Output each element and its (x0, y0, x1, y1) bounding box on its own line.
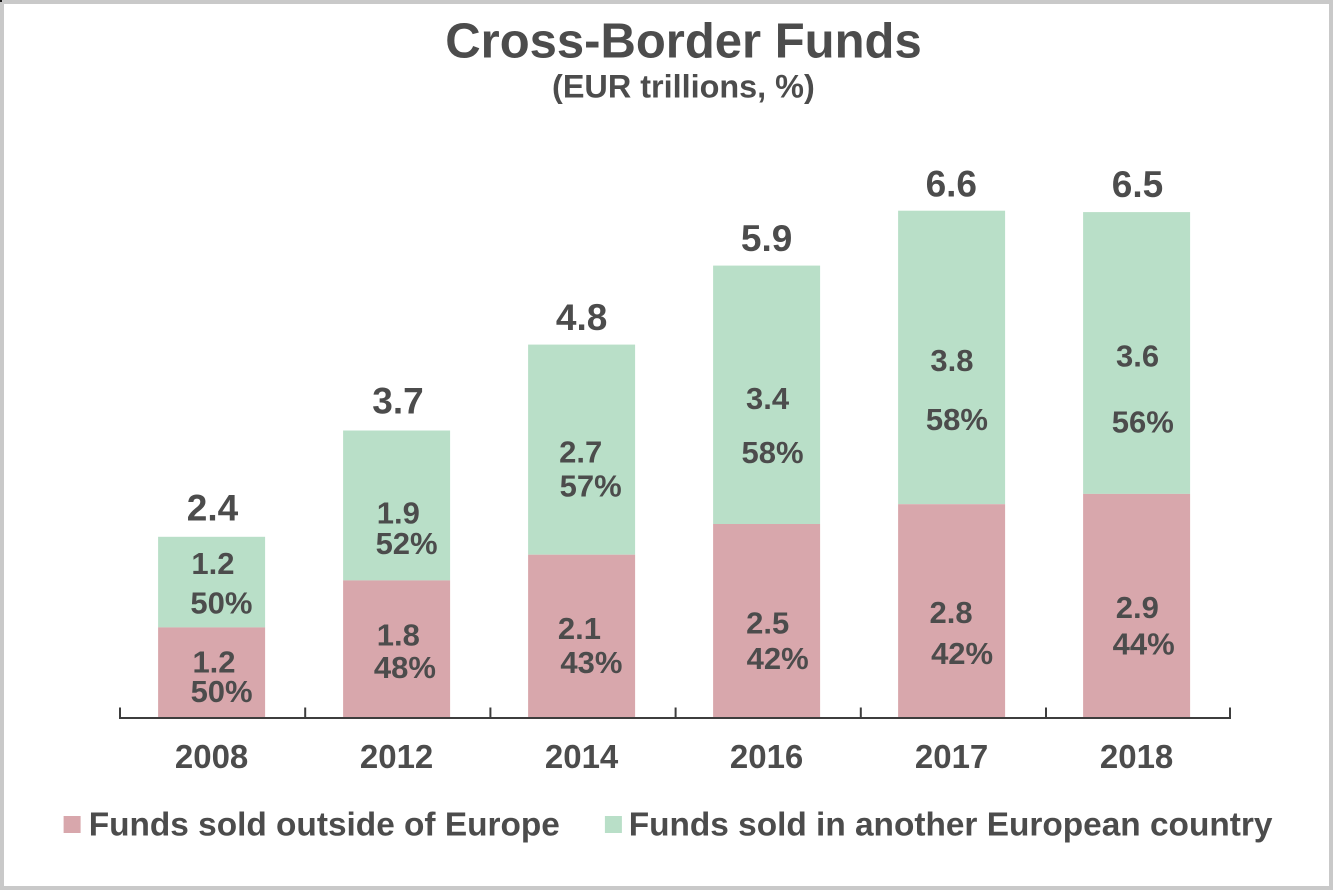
svg-text:4.8: 4.8 (556, 297, 607, 338)
svg-text:2018: 2018 (1100, 738, 1173, 775)
svg-text:3.4: 3.4 (746, 381, 790, 416)
svg-text:50%: 50% (190, 586, 252, 621)
svg-text:(EUR trillions, %): (EUR trillions, %) (552, 68, 815, 104)
svg-text:56%: 56% (1112, 405, 1174, 440)
svg-text:2.8: 2.8 (930, 595, 973, 630)
svg-text:2.4: 2.4 (187, 487, 239, 528)
svg-text:Funds sold in another European: Funds sold in another European country (629, 807, 1273, 844)
svg-text:2012: 2012 (360, 738, 433, 775)
svg-text:2008: 2008 (175, 738, 248, 775)
svg-text:58%: 58% (926, 402, 988, 437)
svg-text:50%: 50% (191, 674, 253, 709)
svg-text:2017: 2017 (915, 738, 988, 775)
svg-text:2014: 2014 (545, 738, 619, 775)
svg-text:2016: 2016 (730, 738, 803, 775)
svg-text:2.7: 2.7 (559, 435, 602, 470)
svg-text:2.9: 2.9 (1116, 590, 1159, 625)
svg-text:48%: 48% (374, 650, 436, 685)
svg-text:6.6: 6.6 (926, 164, 977, 205)
svg-text:58%: 58% (741, 435, 803, 470)
svg-text:43%: 43% (560, 645, 622, 680)
svg-text:3.7: 3.7 (372, 380, 423, 421)
svg-text:42%: 42% (747, 641, 809, 676)
svg-text:2.1: 2.1 (558, 611, 601, 646)
svg-text:3.6: 3.6 (1116, 339, 1159, 374)
svg-text:1.8: 1.8 (377, 617, 420, 652)
svg-text:1.2: 1.2 (192, 645, 235, 680)
svg-text:2.5: 2.5 (746, 606, 789, 641)
svg-text:42%: 42% (931, 636, 993, 671)
svg-text:44%: 44% (1113, 627, 1175, 662)
svg-text:5.9: 5.9 (741, 218, 792, 259)
svg-text:6.5: 6.5 (1112, 164, 1163, 205)
svg-text:Cross-Border Funds: Cross-Border Funds (445, 15, 921, 69)
svg-text:1.9: 1.9 (377, 495, 420, 530)
svg-text:57%: 57% (560, 468, 622, 503)
svg-text:3.8: 3.8 (930, 343, 973, 378)
svg-text:1.2: 1.2 (191, 546, 234, 581)
svg-text:52%: 52% (376, 526, 438, 561)
svg-text:Funds sold outside of Europe: Funds sold outside of Europe (89, 807, 560, 844)
